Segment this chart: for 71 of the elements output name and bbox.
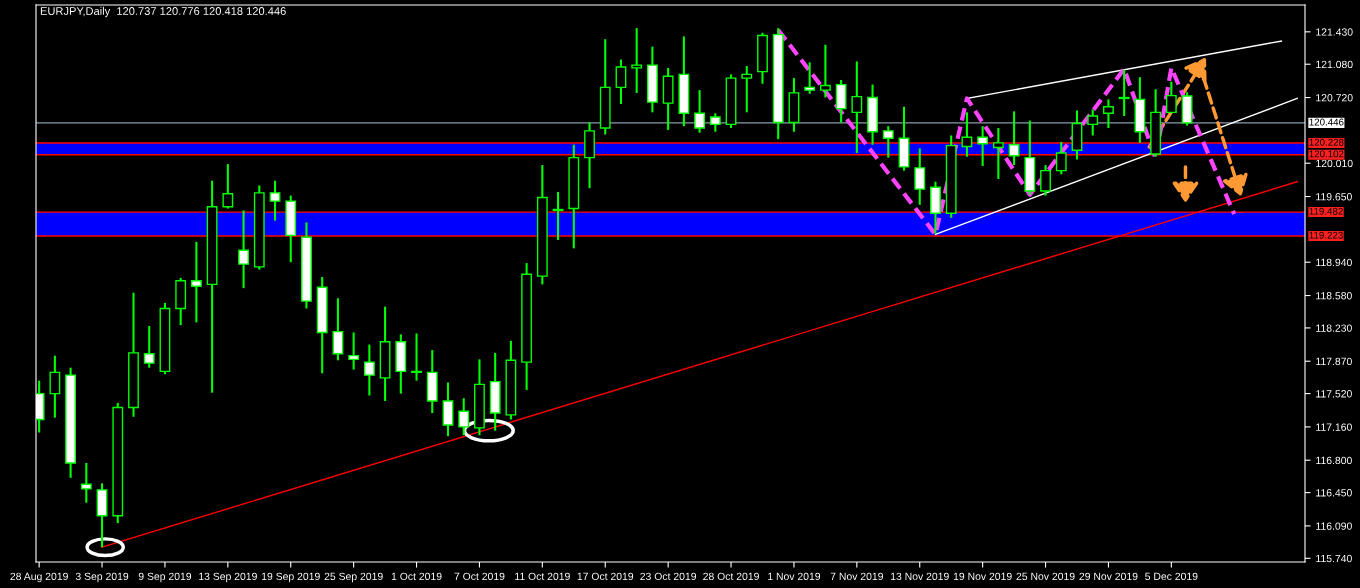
x-tick-label: 9 Sep 2019 bbox=[138, 572, 192, 583]
candlestick bbox=[411, 332, 422, 382]
y-tick-label: 118.230 bbox=[1316, 324, 1352, 332]
y-tick-label: 117.870 bbox=[1316, 357, 1352, 366]
x-tick-label: 28 Oct 2019 bbox=[703, 572, 759, 581]
candlestick bbox=[1118, 68, 1130, 118]
candlestick bbox=[819, 43, 831, 99]
y-tick-label: 120.010 bbox=[1316, 159, 1353, 168]
candlestick bbox=[882, 125, 894, 159]
x-tick-label: 13 Sep 2019 bbox=[199, 572, 257, 583]
candlestick bbox=[694, 89, 706, 134]
y-tick-label: 116.090 bbox=[1316, 522, 1352, 530]
candlestick bbox=[222, 163, 234, 210]
x-tick-label: 13 Nov 2019 bbox=[891, 572, 949, 581]
y-tick-label: 121.080 bbox=[1316, 60, 1353, 69]
x-tick-label: 28 Aug 2019 bbox=[10, 572, 68, 583]
candlestick bbox=[1040, 164, 1051, 197]
candlestick bbox=[914, 147, 926, 206]
x-tick-label: 11 Oct 2019 bbox=[515, 572, 570, 581]
candlestick bbox=[332, 297, 344, 362]
candlestick bbox=[709, 112, 721, 133]
candlestick bbox=[977, 125, 989, 168]
candlestick bbox=[631, 27, 643, 94]
y-tick-label: 120.720 bbox=[1316, 94, 1353, 102]
y-tick-label: 117.160 bbox=[1316, 423, 1352, 431]
ref-line-label: 120.446 bbox=[1309, 118, 1344, 126]
ref-line-label: 120.102 bbox=[1309, 150, 1344, 158]
candlestick bbox=[143, 325, 155, 369]
candlestick bbox=[1087, 108, 1099, 137]
y-tick-label: 117.520 bbox=[1316, 390, 1352, 398]
candlestick bbox=[851, 60, 863, 155]
ref-line-label: 120.228 bbox=[1309, 138, 1344, 146]
candlestick bbox=[804, 61, 816, 95]
candlestick bbox=[348, 331, 360, 371]
y-tick-label: 121.430 bbox=[1316, 28, 1353, 36]
candlestick bbox=[363, 343, 375, 397]
candlestick bbox=[1008, 110, 1020, 167]
x-tick-label: 1 Oct 2019 bbox=[391, 572, 442, 581]
x-tick-label: 19 Nov 2019 bbox=[953, 572, 1012, 581]
x-tick-label: 23 Oct 2019 bbox=[640, 572, 697, 581]
candlestick bbox=[80, 461, 92, 504]
y-tick-label: 119.650 bbox=[1316, 193, 1352, 201]
line-series bbox=[776, 27, 1237, 237]
x-tick-label: 25 Nov 2019 bbox=[1016, 572, 1075, 581]
candlestick bbox=[190, 240, 202, 324]
chart-title: EURJPY,Daily 120.737 120.776 120.418 120.446 bbox=[40, 6, 286, 18]
ref-line-label: 119.223 bbox=[1309, 231, 1343, 239]
x-tick-label: 29 Nov 2019 bbox=[1079, 572, 1138, 581]
x-tick-label: 17 Oct 2019 bbox=[577, 572, 634, 581]
candlestick bbox=[1055, 140, 1067, 176]
x-tick-label: 5 Dec 2019 bbox=[1145, 572, 1198, 581]
candlestick bbox=[1165, 80, 1177, 115]
candlestick bbox=[49, 354, 61, 419]
x-tick-label: 7 Oct 2019 bbox=[454, 572, 505, 581]
x-tick-label: 3 Sep 2019 bbox=[75, 572, 129, 583]
candlestick bbox=[741, 65, 753, 114]
y-tick-label: 115.740 bbox=[1316, 554, 1352, 563]
candlestick bbox=[238, 209, 249, 290]
y-tick-label: 118.940 bbox=[1316, 258, 1352, 267]
y-tick-label: 116.450 bbox=[1316, 489, 1352, 497]
x-tick-label: 1 Nov 2019 bbox=[768, 572, 821, 581]
candlestick bbox=[992, 127, 1004, 180]
ref-line-label: 119.482 bbox=[1309, 207, 1343, 215]
y-tick-label: 118.580 bbox=[1316, 292, 1352, 300]
candlestick bbox=[1103, 98, 1114, 130]
candlestick bbox=[269, 179, 281, 222]
x-tick-label: 19 Sep 2019 bbox=[262, 572, 320, 583]
x-tick-label: 7 Nov 2019 bbox=[830, 572, 883, 581]
x-tick-label: 25 Sep 2019 bbox=[324, 572, 383, 583]
y-tick-label: 116.800 bbox=[1316, 456, 1352, 465]
candlestick bbox=[615, 58, 627, 106]
